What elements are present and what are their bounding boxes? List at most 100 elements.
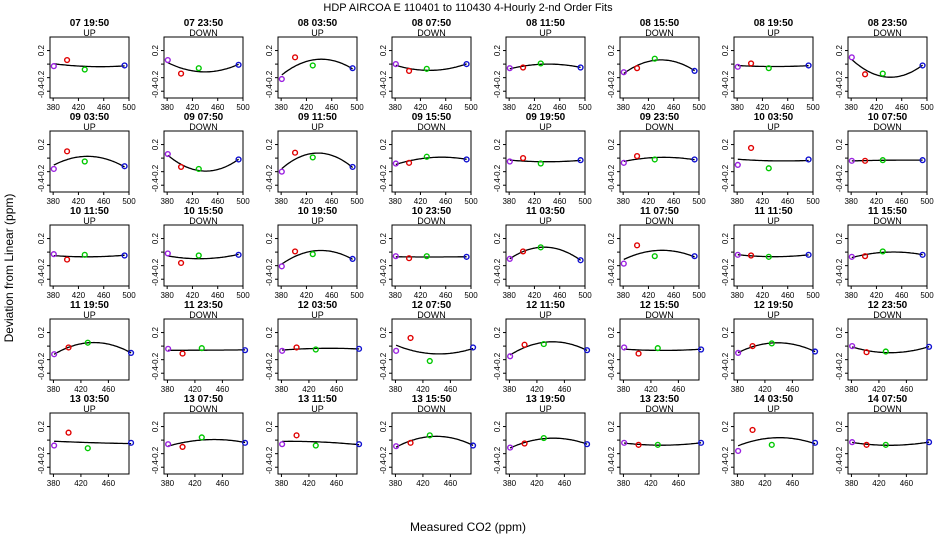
panel-direction: DOWN [873,310,902,320]
x-tick-label: 460 [325,291,339,300]
panel-title: 12 03:50 [298,300,338,311]
data-point [426,357,433,365]
y-tick-label: -0.2 [151,258,160,272]
data-point [291,149,299,156]
data-point [392,160,399,167]
x-tick-label: 460 [672,385,686,394]
panel-direction: UP [311,28,324,38]
x-tick-label: 500 [236,291,250,300]
y-tick-label: 0.2 [37,232,46,244]
panel-title: 08 07:50 [412,18,452,29]
data-point [805,156,812,163]
data-point [651,253,658,260]
panel-frame [391,318,472,381]
data-point [179,443,186,450]
y-tick-label: 0.2 [379,326,388,338]
panel-title: 08 03:50 [298,18,338,29]
y-tick-label: 0.2 [151,232,160,244]
data-point [747,144,755,152]
data-point [278,263,285,270]
y-tick-label: -0.2 [835,446,844,460]
data-point [848,54,855,61]
panel-direction: UP [539,122,552,132]
panel-direction: DOWN [873,404,902,414]
y-tick-label: 0.2 [493,326,502,338]
x-tick-label: 500 [350,103,364,112]
data-point [241,347,249,354]
y-tick-label: -0.2 [835,258,844,272]
x-tick-label: 460 [330,479,344,488]
x-tick-label: 460 [667,197,681,206]
y-tick-label: -0.2 [265,352,274,366]
x-tick-label: 500 [236,197,250,206]
x-tick-label: 380 [46,291,60,300]
data-point [879,157,886,164]
x-tick-label: 460 [895,197,909,206]
y-tick-label: -0.2 [265,70,274,84]
y-tick-label: 0.2 [379,138,388,150]
x-tick-label: 500 [920,197,934,206]
panel-direction: DOWN [417,122,446,132]
panel-title: 12 19:50 [754,300,794,311]
panel-title: 14 07:50 [868,394,908,405]
data-point [620,69,627,76]
data-point [291,248,299,255]
y-tick-label: -0.4 [607,366,616,380]
y-tick-label: -0.4 [721,460,730,474]
x-tick-label: 380 [161,479,175,488]
x-tick-label: 500 [122,291,136,300]
data-point [861,71,869,78]
fit-curve [167,154,239,172]
x-tick-label: 380 [388,103,402,112]
panel-title: 10 23:50 [412,206,452,217]
data-point [537,60,544,67]
y-tick-label: -0.2 [835,352,844,366]
x-tick-label: 500 [464,197,478,206]
fit-curve [281,58,353,76]
x-tick-label: 380 [388,197,402,206]
panel-direction: UP [539,28,552,38]
y-tick-label: -0.4 [37,366,46,380]
data-point [392,61,399,68]
y-tick-label: 0.2 [835,138,844,150]
x-tick-label: 420 [756,103,770,112]
panel-direction: UP [539,310,552,320]
y-tick-label: 0.2 [607,326,616,338]
data-point [426,432,433,439]
x-tick-label: 460 [900,479,914,488]
x-tick-label: 380 [161,385,175,394]
data-point [195,165,202,173]
panel-direction: UP [83,28,96,38]
x-tick-label: 500 [578,197,592,206]
x-tick-label: 380 [844,197,858,206]
y-tick-label: -0.4 [835,366,844,380]
y-tick-label: -0.2 [835,164,844,178]
panel-direction: DOWN [645,310,674,320]
panel-title: 09 23:50 [640,112,680,123]
panel-title: 12 07:50 [412,300,452,311]
y-tick-label: -0.4 [835,272,844,286]
panel-direction: DOWN [189,310,218,320]
x-tick-label: 460 [558,385,572,394]
x-tick-label: 420 [188,385,202,394]
panel-title: 09 15:50 [412,112,452,123]
x-tick-label: 380 [731,479,745,488]
data-point [121,163,128,170]
data-point [577,157,584,164]
panel-direction: DOWN [873,122,902,132]
y-tick-label: 0.2 [37,326,46,338]
panel-frame [847,224,928,287]
data-point [765,165,772,172]
data-point [506,65,513,72]
y-tick-label: -0.2 [721,70,730,84]
data-point [633,152,641,160]
panel-frame [277,130,358,193]
x-tick-label: 420 [414,291,428,300]
